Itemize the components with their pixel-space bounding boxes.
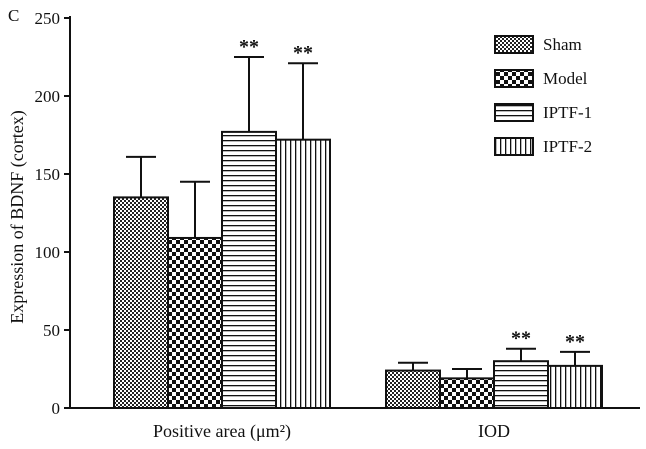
- legend-swatch: [494, 69, 534, 88]
- bar-iptf-1-1: [493, 360, 549, 410]
- significance-markers: ** ** ** **: [239, 36, 585, 353]
- significance-marker: **: [293, 42, 313, 64]
- legend-label: IPTF-2: [543, 137, 592, 156]
- legend-swatch: [494, 35, 534, 54]
- x-axis-categories: Positive area (μm²) IOD: [153, 421, 510, 442]
- bar-sham-0: [113, 196, 169, 409]
- bar-iptf-2-0: [275, 138, 331, 409]
- y-tick-label: 200: [35, 87, 61, 106]
- legend-swatch: [494, 137, 534, 156]
- bar-sham-1: [385, 369, 441, 409]
- y-tick-label: 0: [52, 399, 61, 418]
- bar-model-0: [167, 236, 223, 409]
- bar-iptf-1-0: [221, 130, 277, 409]
- y-axis-label: Expression of BDNF (cortex): [7, 110, 28, 323]
- error-bars: [126, 56, 590, 379]
- bar-iptf-2-1: [547, 364, 603, 410]
- y-tick-label: 150: [35, 165, 61, 184]
- legend: Sham Model IPTF-1 IPTF-2: [494, 35, 592, 156]
- x-category-label: IOD: [478, 421, 510, 441]
- legend-swatch: [494, 103, 534, 122]
- x-category-label: Positive area (μm²): [153, 421, 291, 442]
- significance-marker: **: [565, 331, 585, 353]
- significance-marker: **: [511, 328, 531, 350]
- significance-marker: **: [239, 36, 259, 58]
- bar-model-1: [439, 377, 495, 409]
- y-tick-label: 50: [43, 321, 60, 340]
- y-axis-ticks: 0 50 100 150 200 250: [35, 9, 70, 418]
- bars: [113, 130, 603, 410]
- y-tick-label: 250: [35, 9, 61, 28]
- legend-label: Model: [543, 69, 588, 88]
- legend-label: IPTF-1: [543, 103, 592, 122]
- panel-label: C: [8, 6, 19, 25]
- legend-label: Sham: [543, 35, 582, 54]
- y-tick-label: 100: [35, 243, 61, 262]
